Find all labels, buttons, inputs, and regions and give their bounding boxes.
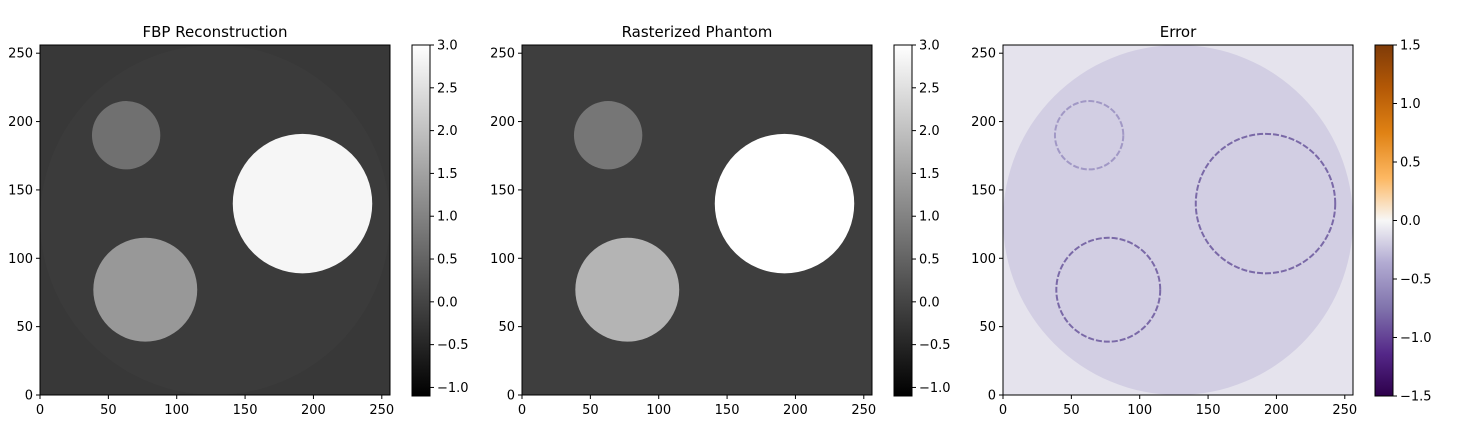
colorbar-tick-label: −1.0 — [919, 381, 951, 396]
colorbar-tick-label: 1.5 — [919, 167, 940, 182]
colorbar-tick-label: −1.5 — [1400, 390, 1432, 405]
y-tick-label: 50 — [498, 320, 515, 335]
colorbar-tick-label: −0.5 — [437, 338, 469, 353]
panel-title: Error — [1160, 23, 1197, 41]
colorbar-tick-label: 1.5 — [437, 167, 458, 182]
colorbar-ticks: 1.5 1.0 0.5 0.0 −0.5 −1.0 −1.5 — [1393, 39, 1432, 405]
colorbar-tick-label: 0.5 — [437, 253, 458, 268]
panel-error: Error 0 50 100 150 200 250 0 50 100 150 200 250 1.5… — [971, 23, 1431, 418]
colorbar-tick-label: −1.0 — [437, 381, 469, 396]
x-tick-label: 150 — [715, 403, 740, 418]
colorbar-tick-label: 2.5 — [919, 81, 940, 96]
y-tick-label: 50 — [16, 320, 33, 335]
y-tick-label: 250 — [971, 47, 996, 62]
y-tick-label: 200 — [490, 115, 515, 130]
colorbar-tick-label: −0.5 — [1400, 273, 1432, 288]
x-tick-label: 100 — [646, 403, 671, 418]
phantom-disk-3 — [714, 133, 855, 274]
y-tick-label: 50 — [979, 320, 996, 335]
heatmap-image — [522, 45, 872, 395]
phantom-disk-2 — [93, 237, 198, 342]
x-tick-label: 200 — [783, 403, 808, 418]
colorbar-tick-label: 3.0 — [919, 39, 940, 54]
colorbar-tick-label: 0.5 — [1400, 156, 1421, 171]
field-of-view-disk — [1003, 45, 1353, 395]
y-tick-label: 250 — [490, 47, 515, 62]
colorbar-tick-label: 1.0 — [919, 210, 940, 225]
y-tick-label: 150 — [8, 183, 33, 198]
y-tick-label: 100 — [971, 252, 996, 267]
y-tick-label: 0 — [988, 389, 996, 404]
axes-ticks: 0 50 100 150 200 250 0 50 100 150 200 250 — [8, 47, 394, 418]
x-tick-label: 0 — [999, 403, 1007, 418]
colorbar-tick-label: 2.0 — [919, 124, 940, 139]
x-tick-label: 0 — [36, 403, 44, 418]
x-tick-label: 50 — [1063, 403, 1080, 418]
colorbar-tick-label: 0.0 — [919, 295, 940, 310]
y-tick-label: 0 — [507, 389, 515, 404]
colorbar-tick-label: 2.0 — [437, 124, 458, 139]
x-tick-label: 150 — [1196, 403, 1221, 418]
x-tick-label: 200 — [301, 403, 326, 418]
y-tick-label: 100 — [490, 252, 515, 267]
panel-fbp-reconstruction: FBP Reconstruction 0 50 100 150 200 250 0 50 100… — [8, 23, 468, 418]
colorbar-tick-label: 0.0 — [437, 295, 458, 310]
colorbar-tick-label: 3.0 — [437, 39, 458, 54]
x-tick-label: 100 — [1127, 403, 1152, 418]
colorbar-tick-label: 1.0 — [1400, 97, 1421, 112]
colorbar-tick-label: 2.5 — [437, 81, 458, 96]
x-tick-label: 250 — [369, 403, 394, 418]
error-ring-1 — [1053, 100, 1125, 171]
x-tick-label: 50 — [582, 403, 599, 418]
x-tick-label: 250 — [851, 403, 876, 418]
y-tick-label: 200 — [971, 115, 996, 130]
x-tick-label: 100 — [164, 403, 189, 418]
colorbar-tick-label: −1.0 — [1400, 331, 1432, 346]
x-tick-label: 250 — [1332, 403, 1357, 418]
y-tick-label: 150 — [490, 183, 515, 198]
colorbar-ticks: 3.0 2.5 2.0 1.5 1.0 0.5 0.0 −0.5 −1.0 — [912, 39, 951, 396]
panel-rasterized-phantom: Rasterized Phantom 0 50 100 150 200 250 0 50 100… — [490, 23, 950, 418]
axes-ticks: 0 50 100 150 200 250 0 50 100 150 200 250 — [490, 47, 876, 418]
heatmap-image — [1003, 45, 1353, 395]
panel-title: Rasterized Phantom — [622, 23, 773, 41]
axes-frame — [521, 44, 873, 396]
axes-frame — [39, 44, 391, 396]
x-tick-label: 150 — [233, 403, 258, 418]
panel-title: FBP Reconstruction — [143, 23, 288, 41]
error-ring-2 — [1055, 236, 1162, 343]
colorbar-ticks: 3.0 2.5 2.0 1.5 1.0 0.5 0.0 −0.5 −1.0 — [430, 39, 469, 396]
y-tick-label: 150 — [971, 183, 996, 198]
colorbar-tick-label: 1.0 — [437, 210, 458, 225]
colorbar-tick-label: 0.0 — [1400, 214, 1421, 229]
y-tick-label: 100 — [8, 252, 33, 267]
x-tick-label: 50 — [100, 403, 117, 418]
heatmap-image — [40, 45, 390, 395]
phantom-disk-2 — [575, 237, 680, 342]
colorbar-tick-label: 1.5 — [1400, 39, 1421, 54]
axes-ticks: 0 50 100 150 200 250 0 50 100 150 200 250 — [971, 47, 1357, 418]
y-tick-label: 0 — [25, 389, 33, 404]
phantom-disk-1 — [91, 101, 161, 170]
axes-frame — [1002, 44, 1354, 396]
colorbar — [1374, 44, 1394, 397]
phantom-disk-3 — [232, 133, 373, 274]
x-tick-label: 200 — [1264, 403, 1289, 418]
colorbar-tick-label: −0.5 — [919, 338, 951, 353]
colorbar-tick-label: 0.5 — [919, 253, 940, 268]
y-tick-label: 250 — [8, 47, 33, 62]
phantom-disk-1 — [573, 101, 643, 170]
y-tick-label: 200 — [8, 115, 33, 130]
x-tick-label: 0 — [518, 403, 526, 418]
colorbar — [893, 44, 913, 397]
error-ring-3 — [1194, 132, 1337, 275]
colorbar — [411, 44, 431, 397]
